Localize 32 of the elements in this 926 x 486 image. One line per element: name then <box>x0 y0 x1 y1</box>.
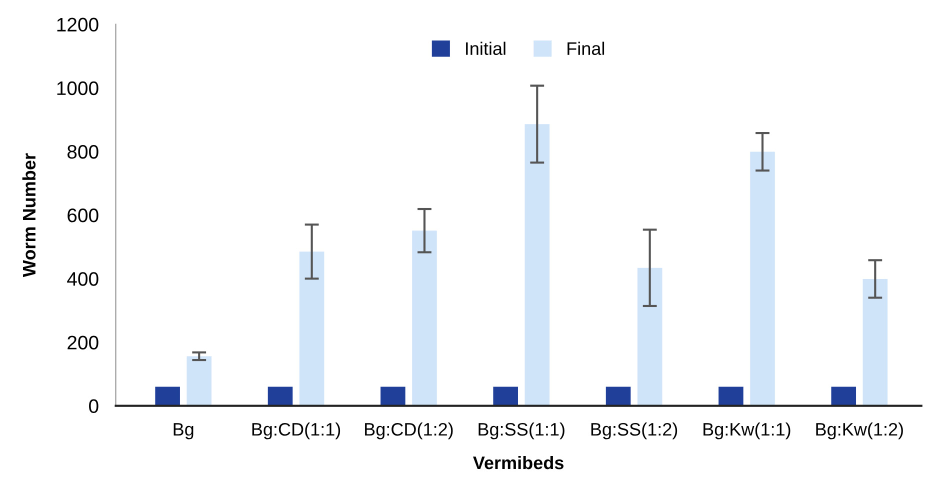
legend-label: Final <box>568 42 604 55</box>
y-tick-label: 800 <box>67 144 98 159</box>
x-axis-title: Vermibeds <box>473 456 564 470</box>
bar <box>750 152 775 406</box>
bar <box>524 124 550 406</box>
x-tick-label: Bg:Kw(1:1) <box>704 422 790 440</box>
y-tick-label: 1000 <box>57 81 98 96</box>
x-tick-label: Bg:CD(1:1) <box>252 422 340 440</box>
y-tick-label: 400 <box>67 272 98 286</box>
bar <box>862 278 888 406</box>
bar <box>831 386 856 406</box>
y-tick-label: 0 <box>89 399 98 414</box>
y-tick-label: 600 <box>68 208 98 222</box>
bar <box>299 252 324 406</box>
y-tick-label: 200 <box>68 336 98 350</box>
x-tick-label: Bg:SS(1:2) <box>591 422 678 440</box>
bar <box>412 230 437 406</box>
bar <box>718 386 744 406</box>
x-tick-label: Bg:Kw(1:2) <box>816 422 903 440</box>
x-tick-label: Bg:SS(1:1) <box>478 422 564 440</box>
legend-label: Initial <box>466 42 506 55</box>
y-axis-title: Worm Number <box>22 153 36 278</box>
bar <box>637 268 662 406</box>
bar <box>186 356 212 406</box>
y-tick-label: 1200 <box>57 18 98 32</box>
bar <box>606 386 631 406</box>
bar <box>380 386 406 406</box>
x-tick-label: Bg <box>174 423 194 440</box>
bar <box>493 386 518 406</box>
bar <box>155 386 180 406</box>
bar <box>268 386 293 406</box>
x-tick-label: Bg:CD(1:2) <box>365 422 453 440</box>
